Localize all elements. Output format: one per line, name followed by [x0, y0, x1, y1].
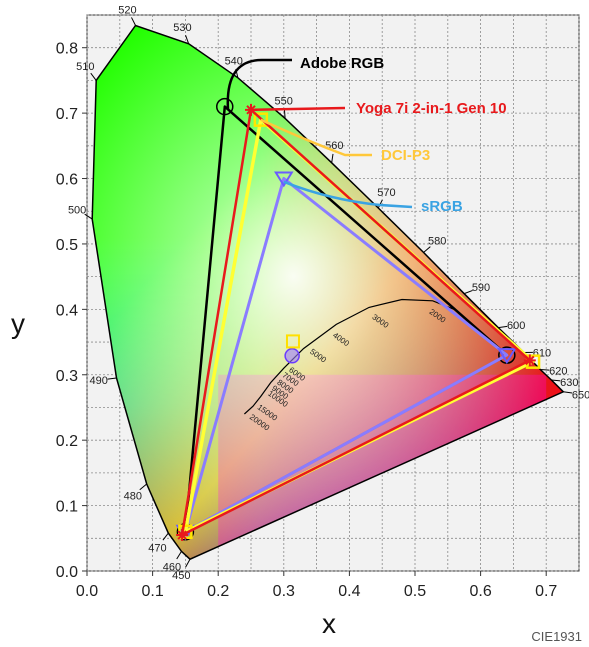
- y-tick-label: 0.6: [56, 172, 78, 189]
- wavelength-tick: [563, 391, 573, 394]
- x-tick-label: 0.0: [76, 583, 98, 600]
- y-tick-label: 0.2: [56, 433, 78, 450]
- legend-leader-line: [260, 118, 372, 157]
- wavelength-label: 530: [173, 22, 191, 34]
- legend: Adobe RGB Yoga 7i 2-in-1 Gen 10 DCI-P3 sRGB: [226, 55, 507, 215]
- wavelength-label: 550: [275, 95, 293, 107]
- white-point-marker: [284, 348, 300, 364]
- primary-marker: [216, 97, 234, 116]
- axes: 0.0 0.1 0.2 0.3 0.4 0.5 0.6 0.7 0.0 0.1 0.2 0.3 0.4 0…: [56, 41, 558, 600]
- wavelength-tick: [90, 72, 97, 81]
- wavelength-labels: 4504604704804905005105205305405505605705…: [68, 4, 589, 582]
- wavelength-label: 470: [148, 542, 166, 554]
- wavelength-label: 510: [76, 61, 94, 73]
- diagram-footer: CIE1931: [531, 629, 582, 644]
- x-tick-label: 0.1: [141, 583, 163, 600]
- planckian-curve: [243, 298, 455, 415]
- wavelength-tick: [185, 35, 190, 44]
- wavelength-tick: [131, 17, 136, 26]
- x-axis-label: x: [322, 608, 336, 639]
- legend-label: Adobe RGB: [300, 55, 384, 72]
- x-tick-label: 0.7: [535, 583, 557, 600]
- wavelength-label: 590: [472, 282, 490, 294]
- wavelength-tick: [551, 379, 561, 382]
- gamut-triangle: [180, 108, 532, 537]
- y-tick-label: 0.8: [56, 41, 78, 58]
- wavelength-label: 630: [560, 377, 578, 389]
- x-tick-label: 0.6: [469, 583, 491, 600]
- legend-label: DCI-P3: [381, 147, 430, 164]
- wavelength-label: 600: [507, 320, 525, 332]
- wavelength-tick: [84, 213, 93, 220]
- wavelength-tick: [540, 369, 550, 371]
- y-tick-label: 0.5: [56, 237, 78, 254]
- primary-marker: [245, 103, 257, 116]
- primary-marker: [274, 171, 294, 188]
- legend-label: Yoga 7i 2-in-1 Gen 10: [356, 100, 507, 117]
- wavelength-tick: [283, 109, 286, 119]
- wavelength-label: 620: [549, 366, 567, 378]
- wavelength-label: 610: [533, 347, 551, 359]
- wavelength-label: 520: [118, 4, 136, 16]
- y-axis-label: y: [11, 308, 25, 339]
- wavelength-label: 580: [428, 236, 446, 248]
- x-tick-label: 0.3: [273, 583, 295, 600]
- y-tick-label: 0.4: [56, 302, 78, 319]
- wavelength-label: 460: [163, 562, 181, 574]
- legend-label: sRGB: [421, 198, 463, 215]
- white-point-marker: [285, 334, 300, 349]
- wavelength-tick: [107, 377, 117, 380]
- x-tick-label: 0.4: [338, 583, 360, 600]
- wavelength-label: 480: [124, 490, 142, 502]
- wavelength-tick: [464, 289, 473, 295]
- primary-marker: [253, 112, 269, 127]
- wavelength-tick: [331, 153, 334, 163]
- legend-leader-line: [283, 180, 413, 209]
- y-tick-label: 0.7: [56, 106, 78, 123]
- wavelength-label: 500: [68, 204, 86, 216]
- wavelength-tick: [185, 558, 191, 568]
- x-tick-label: 0.5: [404, 583, 426, 600]
- wavelength-label: 650: [572, 389, 589, 401]
- wavelength-label: 570: [377, 187, 395, 199]
- y-tick-label: 0.0: [56, 564, 78, 581]
- legend-leader-line: [254, 106, 346, 112]
- wavelength-tick: [498, 325, 508, 329]
- primary-marker: [523, 354, 536, 367]
- wavelength-label: 540: [225, 55, 243, 67]
- wavelength-tick: [423, 246, 431, 253]
- y-tick-label: 0.1: [56, 499, 78, 516]
- wavelength-tick: [139, 483, 148, 491]
- wavelength-tick: [176, 551, 182, 560]
- y-tick-label: 0.3: [56, 368, 78, 385]
- wavelength-tick: [162, 532, 169, 541]
- primary-marker: [176, 529, 189, 542]
- gamut-triangles: [175, 97, 541, 542]
- gamut-triangle: [183, 177, 509, 534]
- primary-marker: [497, 348, 517, 365]
- x-tick-label: 0.2: [207, 583, 229, 600]
- legend-leader-line: [226, 58, 292, 110]
- wavelength-label: 450: [172, 570, 190, 582]
- wavelength-label: 490: [89, 375, 107, 387]
